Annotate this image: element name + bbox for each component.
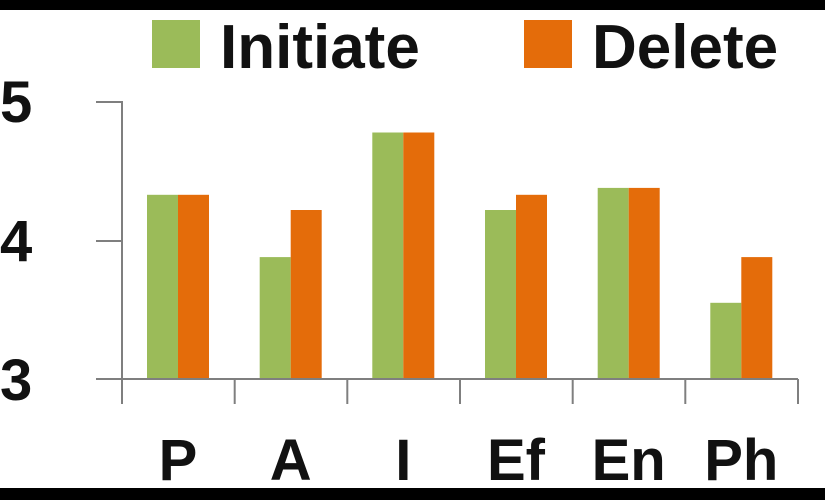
- x-category-label-ef: Ef: [487, 428, 546, 488]
- x-category-label-ph: Ph: [704, 428, 778, 488]
- x-axis-category-labels: P A I Ef En Ph: [159, 428, 779, 488]
- axes: [96, 101, 799, 404]
- bar-delete-i: [403, 132, 435, 379]
- bar-delete-ef: [516, 194, 547, 379]
- legend: Initiate Delete: [152, 13, 778, 82]
- bar-chart: Initiate Delete 5 4 3 P A I Ef En Ph: [0, 13, 799, 488]
- legend-swatch-initiate: [152, 20, 200, 68]
- bar-initiate-i: [372, 132, 404, 379]
- legend-swatch-delete: [524, 20, 572, 68]
- y-tick-label-4: 4: [0, 209, 32, 274]
- y-tick-label-3: 3: [0, 348, 32, 413]
- bars-group: [147, 132, 773, 379]
- chart-frame: Initiate Delete 5 4 3 P A I Ef En Ph: [0, 10, 825, 488]
- x-category-label-p: P: [159, 428, 198, 488]
- x-category-label-en: En: [592, 428, 666, 488]
- legend-label-initiate: Initiate: [220, 13, 420, 82]
- x-category-label-i: I: [395, 428, 411, 488]
- bar-initiate-ph: [710, 302, 742, 379]
- bar-initiate-a: [259, 257, 291, 379]
- bar-initiate-ef: [485, 210, 516, 379]
- y-axis-tick-labels: 5 4 3: [0, 70, 32, 413]
- bar-delete-ph: [741, 257, 773, 379]
- bar-initiate-en: [597, 187, 629, 379]
- bar-initiate-p: [147, 194, 178, 379]
- x-category-label-a: A: [270, 428, 312, 488]
- bar-delete-p: [178, 194, 209, 379]
- bar-delete-a: [290, 210, 322, 379]
- legend-label-delete: Delete: [592, 13, 778, 82]
- bar-delete-en: [628, 187, 660, 379]
- y-tick-label-5: 5: [0, 70, 32, 135]
- x-tick-marks: [121, 379, 799, 404]
